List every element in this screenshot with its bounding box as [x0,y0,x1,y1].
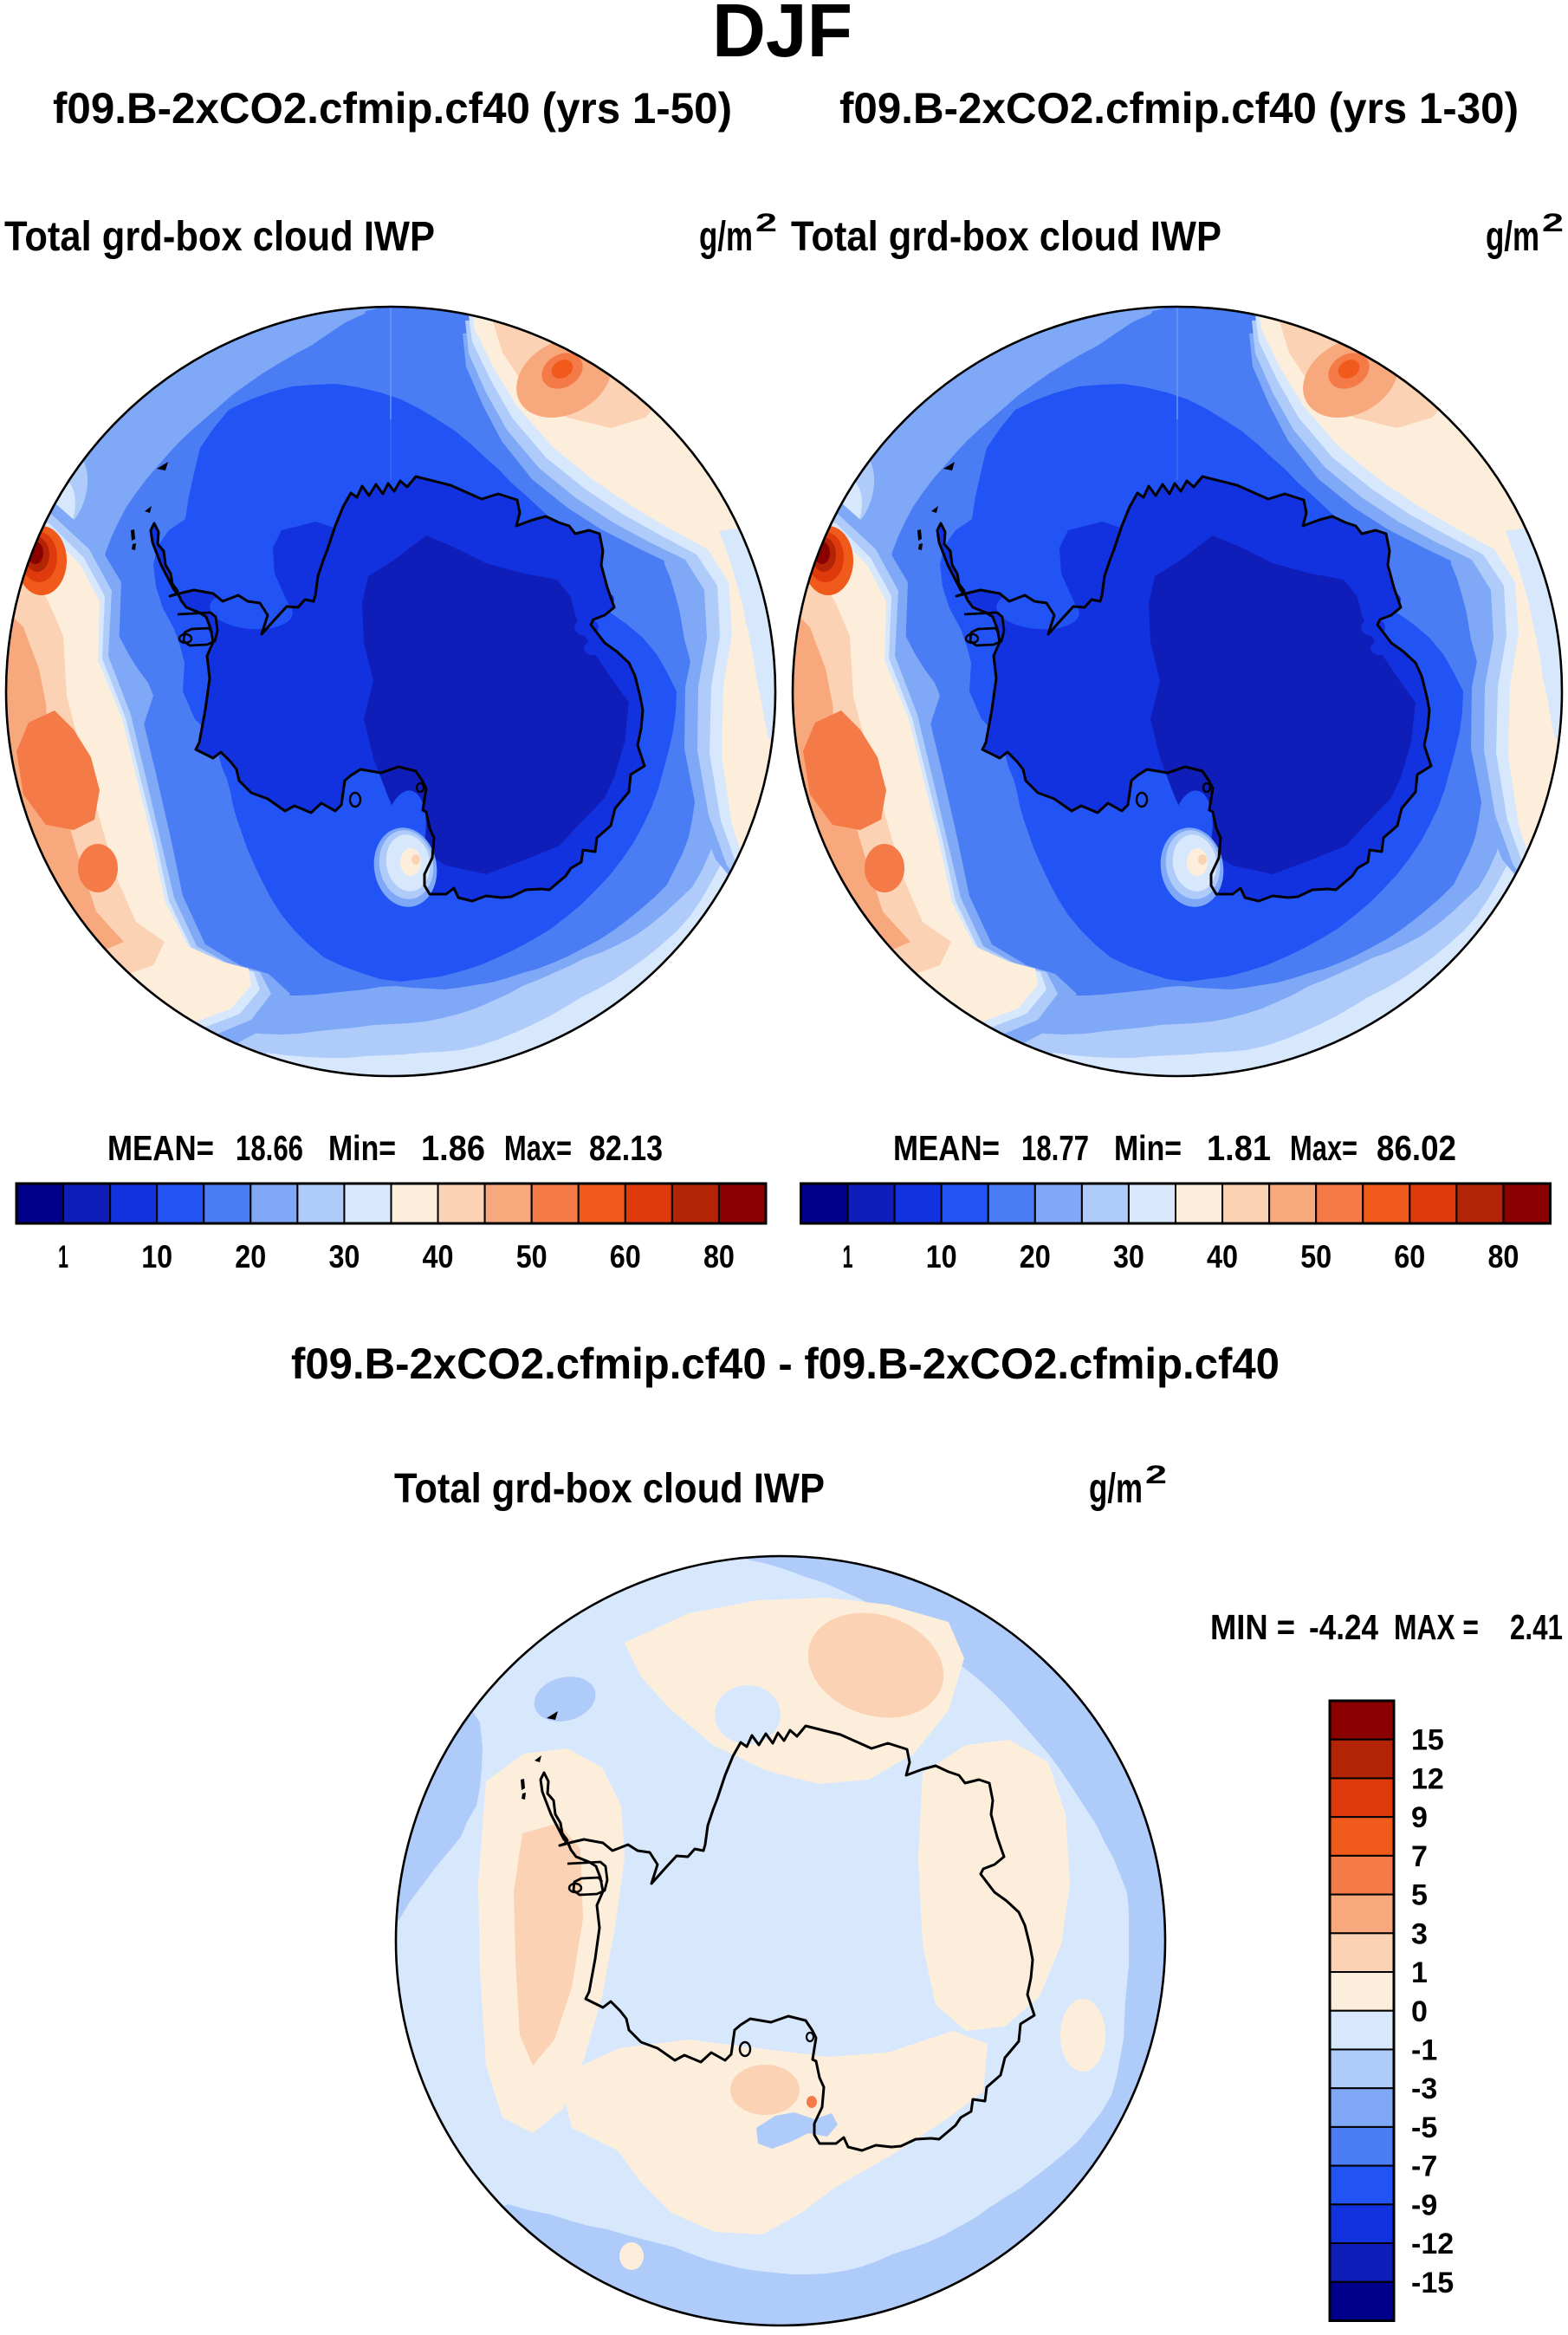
svg-text:-3: -3 [1411,2072,1437,2105]
svg-text:g/m: g/m [699,214,753,260]
svg-text:g/m: g/m [1089,1466,1143,1512]
svg-text:86.02: 86.02 [1377,1128,1456,1168]
svg-text:Min=: Min= [328,1128,396,1168]
svg-text:80: 80 [703,1239,735,1275]
svg-text:f09.B-2xCO2.cfmip.cf40 (yrs 1-: f09.B-2xCO2.cfmip.cf40 (yrs 1-30) [839,84,1519,133]
svg-text:60: 60 [1394,1239,1425,1275]
svg-text:-5: -5 [1411,2111,1437,2144]
svg-text:1.86: 1.86 [421,1128,485,1168]
svg-text:-4.24: -4.24 [1309,1607,1378,1647]
svg-text:-12: -12 [1411,2228,1454,2260]
svg-text:g/m: g/m [1486,214,1539,260]
svg-text:MAX =: MAX = [1394,1607,1479,1647]
svg-text:82.13: 82.13 [589,1128,663,1168]
svg-text:30: 30 [1113,1239,1144,1275]
svg-text:2.41: 2.41 [1510,1607,1563,1647]
svg-text:-9: -9 [1411,2189,1437,2221]
svg-text:60: 60 [610,1239,641,1275]
svg-text:Total grd-box cloud IWP: Total grd-box cloud IWP [394,1466,825,1512]
svg-text:7: 7 [1411,1840,1428,1873]
svg-text:40: 40 [423,1239,454,1275]
svg-text:Total grd-box cloud IWP: Total grd-box cloud IWP [4,214,435,260]
svg-text:30: 30 [328,1239,360,1275]
svg-text:2: 2 [1542,209,1564,237]
svg-text:-7: -7 [1411,2150,1437,2183]
svg-text:Max=: Max= [1290,1128,1357,1168]
svg-text:1: 1 [1411,1956,1428,1989]
svg-text:50: 50 [516,1239,548,1275]
svg-text:-15: -15 [1411,2267,1454,2299]
svg-text:10: 10 [926,1239,957,1275]
svg-text:f09.B-2xCO2.cfmip.cf40 - f09.B: f09.B-2xCO2.cfmip.cf40 - f09.B-2xCO2.cfm… [291,1339,1280,1388]
svg-text:2: 2 [755,209,777,237]
svg-text:1: 1 [58,1239,68,1275]
svg-text:0: 0 [1411,1995,1428,2028]
svg-text:-1: -1 [1411,2033,1437,2066]
svg-text:f09.B-2xCO2.cfmip.cf40 (yrs 1-: f09.B-2xCO2.cfmip.cf40 (yrs 1-50) [53,84,732,133]
svg-text:MEAN=: MEAN= [107,1128,214,1168]
svg-text:15: 15 [1411,1724,1444,1757]
svg-text:10: 10 [141,1239,172,1275]
svg-text:1: 1 [843,1239,853,1275]
svg-text:5: 5 [1411,1879,1428,1912]
svg-text:40: 40 [1207,1239,1238,1275]
svg-text:1.81: 1.81 [1207,1128,1271,1168]
svg-text:50: 50 [1300,1239,1332,1275]
svg-text:2: 2 [1145,1461,1167,1489]
svg-text:Min=: Min= [1114,1128,1182,1168]
svg-text:MIN =: MIN = [1210,1607,1295,1647]
svg-text:20: 20 [235,1239,266,1275]
svg-text:80: 80 [1487,1239,1519,1275]
svg-text:MEAN=: MEAN= [893,1128,1000,1168]
svg-text:Total grd-box cloud IWP: Total grd-box cloud IWP [791,214,1221,260]
svg-text:DJF: DJF [712,0,852,73]
svg-text:Max=: Max= [504,1128,572,1168]
svg-text:12: 12 [1411,1762,1444,1795]
svg-text:18.77: 18.77 [1021,1128,1089,1168]
svg-text:3: 3 [1411,1917,1428,1950]
svg-text:18.66: 18.66 [236,1128,303,1168]
svg-text:20: 20 [1020,1239,1051,1275]
svg-text:9: 9 [1411,1801,1428,1834]
